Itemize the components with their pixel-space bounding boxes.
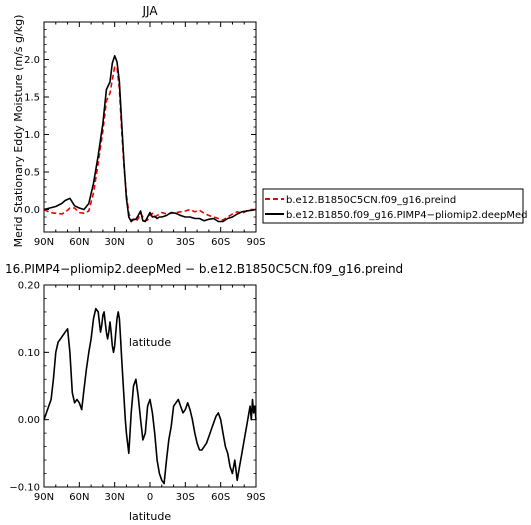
series-line-2 (43, 54, 257, 223)
panel-top: JJA Merid Stationary Eddy Moisture (m/s … (12, 4, 266, 349)
chart-title: JJA (141, 4, 158, 18)
x-tick-label: 90N (34, 237, 54, 248)
difference-chart-title: 16.PIMP4−pliomip2.deepMed − b.e12.B1850C… (5, 262, 403, 276)
series-line-1 (43, 66, 256, 223)
x-axis-label: latitude (129, 336, 171, 349)
x-tick-label: 90S (246, 237, 265, 248)
x-tick-label: 90N (34, 492, 54, 503)
y-tick-label: 1.5 (24, 93, 40, 104)
x-tick-label: 0 (147, 492, 153, 503)
legend-box (262, 188, 524, 224)
y-tick-label: 0.5 (24, 168, 40, 179)
y-tick-label: 0.00 (18, 415, 40, 426)
x-tick-label: 60S (211, 237, 230, 248)
y-tick-label: 0.0 (24, 205, 40, 216)
y-tick-label: 1.0 (24, 130, 40, 141)
x-tick-label: 30N (105, 492, 125, 503)
tick-layer: 90N 60N 30N 0 30S 60S 90S 0.0 0.5 1.0 1.5 2.0 (24, 21, 266, 248)
x-tick-label: 60S (211, 492, 230, 503)
x-axis-label: latitude (129, 510, 171, 523)
plot-frame (43, 21, 257, 233)
y-axis-label: Merid Stationary Eddy Moisture (m/s g/kg… (12, 15, 25, 248)
y-tick-label: 0.20 (18, 281, 40, 292)
series-layer (43, 307, 257, 485)
x-tick-label: 60N (69, 237, 89, 248)
x-tick-label: 60N (69, 492, 89, 503)
legend-label-preind: b.e12.B1850C5CN.f09_g16.preind (286, 195, 456, 206)
x-tick-label: 30S (176, 237, 195, 248)
x-tick-label: 90S (246, 492, 265, 503)
series-layer (43, 54, 257, 223)
x-tick-label: 30S (176, 492, 195, 503)
series-line-1 (43, 307, 257, 485)
legend-label-deepmed: b.e12.B1850.f09_g16.PIMP4−pliomip2.deepM… (286, 210, 528, 221)
legend: b.e12.B1850C5CN.f09_g16.preind b.e12.B18… (262, 188, 528, 224)
y-tick-label: −0.10 (9, 483, 40, 494)
panel-bottom: 16.PIMP4−pliomip2.deepMed − b.e12.B1850C… (5, 262, 403, 523)
plot-frame (43, 284, 257, 488)
x-tick-label: 0 (147, 237, 153, 248)
y-tick-label: 0.10 (18, 348, 40, 359)
x-tick-label: 30N (105, 237, 125, 248)
y-tick-label: 2.0 (24, 55, 40, 66)
